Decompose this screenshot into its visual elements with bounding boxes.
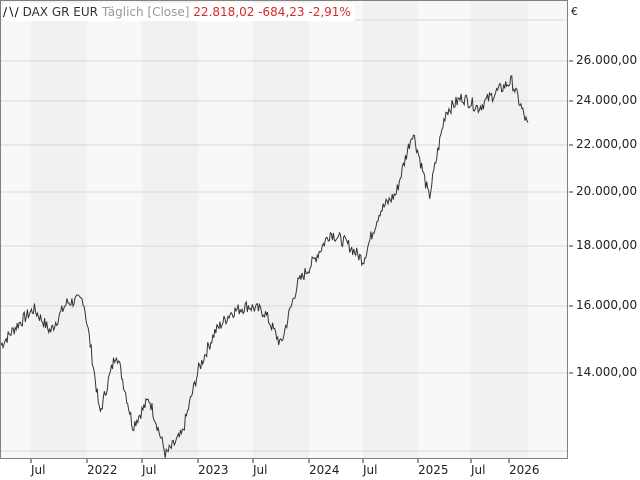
x-tick-label: 2022: [87, 463, 118, 477]
x-tick-label: Jul: [471, 463, 486, 477]
y-tick-label: 16.000,00: [576, 298, 638, 312]
price-change-pct: -2,91%: [308, 5, 351, 19]
x-tick-label: Jul: [253, 463, 268, 477]
x-tick-label: 2024: [309, 463, 340, 477]
x-tick-label: 2025: [418, 463, 449, 477]
y-tick-label: 24.000,00: [576, 93, 638, 107]
price-change: -684,23: [258, 5, 305, 19]
line-chart-icon[interactable]: ∕∖∕: [3, 5, 19, 19]
last-price: 22.818,02: [193, 5, 255, 19]
y-tick-label: 26.000,00: [576, 53, 638, 67]
x-tick-label: 2023: [198, 463, 229, 477]
x-tick-label: Jul: [31, 463, 46, 477]
y-tick-label: 22.000,00: [576, 137, 638, 151]
y-tick-label: 20.000,00: [576, 184, 638, 198]
price-line: [0, 75, 529, 458]
x-tick-label: Jul: [142, 463, 157, 477]
y-tick-label: 14.000,00: [576, 365, 638, 379]
currency-label: €: [571, 5, 578, 18]
chart-mode[interactable]: Täglich [Close]: [101, 5, 190, 19]
x-tick-label: 2026: [509, 463, 540, 477]
plot-frame: [0, 0, 568, 459]
instrument-name: DAX GR EUR: [22, 5, 98, 19]
chart-header: ∕∖∕ DAX GR EUR Täglich [Close] 22.818,02…: [3, 3, 355, 21]
x-tick-label: Jul: [363, 463, 378, 477]
y-tick-label: 18.000,00: [576, 238, 638, 252]
